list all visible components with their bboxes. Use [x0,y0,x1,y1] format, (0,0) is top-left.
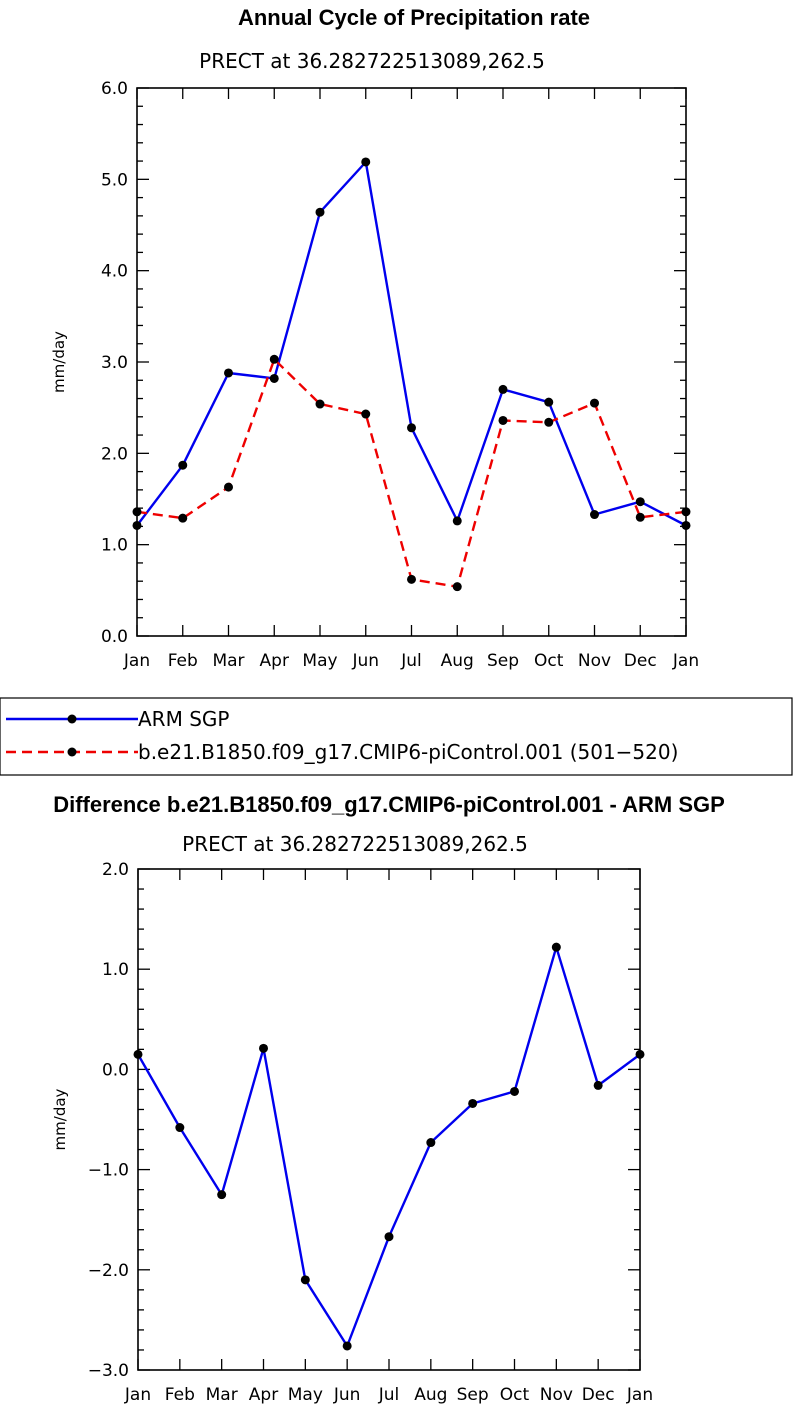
chart1-xtick-label: Feb [168,651,198,671]
chart2-point-0 [510,1086,519,1096]
chart2-xtick-label: Jun [333,1385,361,1405]
chart2-ytick-label: −1.0 [88,1161,129,1181]
chart1-xtick-label: Jan [672,651,699,671]
chart1-xtick-label: Dec [624,651,657,671]
chart1-xtick-label: Jan [123,651,150,671]
chart1-ytick-label: 2.0 [101,444,128,464]
chart1-ylabel: mm/day [50,331,68,393]
chart2-point-0 [551,942,561,952]
chart2-ytick-label: 2.0 [102,860,129,880]
legend-marker-arm [67,714,77,724]
legend-label-model: b.e21.B1850.f09_g17.CMIP6-piControl.001 … [138,740,678,764]
chart1-point-0 [544,397,554,407]
chart2-point-0 [300,1275,310,1285]
chart1-point-1 [315,399,325,409]
chart1-point-0 [498,384,508,394]
chart2-xtick-label: Sep [457,1385,489,1405]
chart1-point-0 [590,510,599,520]
chart2-xtick-label: Jul [378,1385,400,1405]
chart1-ytick-label: 3.0 [101,353,128,373]
chart1-ytick-label: 4.0 [101,262,128,282]
chart1-point-0 [681,520,691,530]
legend: ARM SGP b.e21.B1850.f09_g17.CMIP6-piCont… [0,697,793,776]
chart1-xtick-label: Mar [212,651,244,671]
chart2-ytick-label: −2.0 [88,1261,129,1281]
chart1-point-0 [178,460,188,470]
chart2-ytick-label: 0.0 [102,1060,129,1080]
chart1-point-1 [269,354,279,364]
chart1-plot: 0.0 1.0 2.0 3.0 4.0 5.0 6.0 Jan Feb Mar Apr May Jun J… [50,79,699,671]
chart2-point-0 [342,1341,352,1351]
chart2-ytick-label: 1.0 [102,960,129,980]
chart1-xtick-label: May [302,651,337,671]
chart2-xtick-label: May [288,1385,323,1405]
chart2-point-0 [217,1190,227,1200]
chart1-xtick-label: Jun [351,651,379,671]
chart1-point-0 [407,423,416,433]
chart2-subtitle: PRECT at 36.282722513089,262.5 [182,832,528,856]
chart2-xtick-label: Feb [165,1385,195,1405]
chart1-ytick-label: 5.0 [101,170,128,190]
chart1-point-1 [681,507,691,517]
chart1-point-1 [544,417,554,427]
chart2-xtick-label: Dec [582,1385,615,1405]
chart1-point-0 [224,368,233,378]
chart1-xtick-label: Nov [578,651,611,671]
chart1-xtick-label: Sep [487,651,519,671]
chart2-title: Difference b.e21.B1850.f09_g17.CMIP6-piC… [53,792,725,817]
chart1-point-0 [269,373,279,383]
chart2-xtick-label: Jan [626,1385,653,1405]
chart2-xtick-label: Oct [500,1385,530,1405]
chart1-subtitle: PRECT at 36.282722513089,262.5 [199,49,545,73]
chart1-point-1 [132,507,142,517]
chart2-series-line-0 [136,946,641,1348]
chart1-point-0 [452,516,462,526]
legend-box [0,697,793,776]
chart2-point-0 [175,1123,185,1133]
chart2-xtick-label: Apr [249,1385,278,1405]
chart1-point-1 [452,582,462,592]
chart1-xtick-label: Jul [400,651,422,671]
chart2-point-0 [259,1043,268,1053]
chart1-ytick-label: 0.0 [101,627,128,647]
chart2-point-0 [635,1049,645,1059]
chart2-xtick-label: Nov [540,1385,573,1405]
chart1-series-line-0 [136,160,687,527]
chart1-point-1 [407,574,416,584]
chart1-xtick-label: Apr [260,651,289,671]
chart1-ytick-label: 1.0 [101,536,128,556]
chart1-point-1 [635,512,645,522]
chart2-xtick-label: Mar [206,1385,238,1405]
chart1-point-1 [498,415,508,425]
chart2-point-0 [468,1098,478,1108]
chart1-ytick-label: 6.0 [101,79,128,99]
chart2-ytick-label: −3.0 [88,1361,129,1381]
chart2-point-0 [384,1232,394,1242]
chart1-point-0 [132,520,142,530]
chart1-point-0 [635,497,645,507]
chart2-point-0 [133,1049,143,1059]
chart1-point-1 [178,513,188,523]
chart1-point-1 [590,398,599,408]
legend-marker-model [67,747,77,757]
chart2-point-0 [593,1080,603,1090]
chart1-xtick-label: Aug [441,651,474,671]
chart1-frame [136,87,687,637]
chart1-point-0 [315,207,325,217]
chart1-xtick-label: Oct [534,651,564,671]
chart2-xtick-label: Aug [414,1385,447,1405]
chart2-xtick-label: Jan [124,1385,151,1405]
chart2-plot: −3.0 −2.0 −1.0 0.0 1.0 2.0 Jan Feb Mar Apr May Jun J… [51,860,653,1405]
chart2-frame [137,868,641,1371]
chart2-ylabel: mm/day [51,1088,69,1150]
chart1-point-1 [224,482,233,492]
chart2-point-0 [426,1138,436,1148]
chart1-point-0 [361,157,371,167]
legend-label-arm: ARM SGP [138,707,229,731]
chart1-title: Annual Cycle of Precipitation rate [238,5,590,30]
chart1-point-1 [361,409,371,419]
